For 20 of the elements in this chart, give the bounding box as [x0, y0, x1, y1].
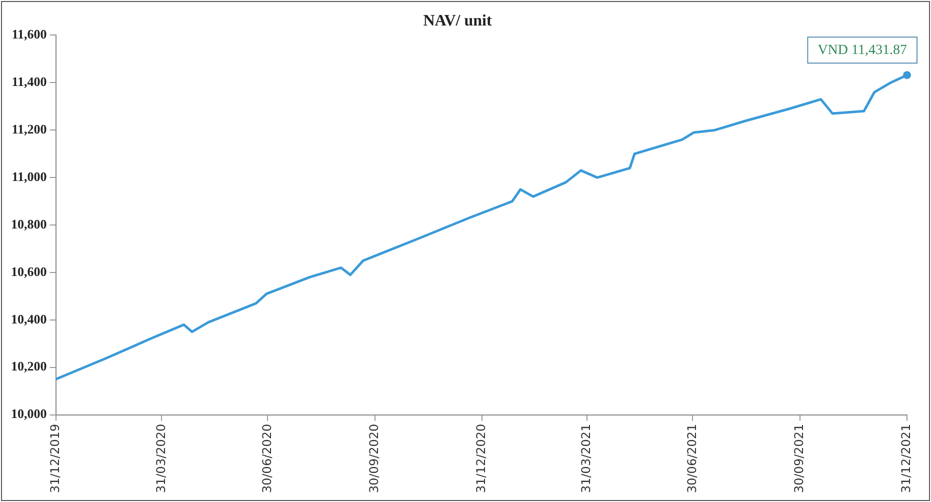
x-tick-label: 31/03/2020 — [154, 424, 168, 494]
x-tick-label: 31/12/2021 — [899, 424, 914, 494]
y-tick-label: 11,600 — [12, 26, 47, 42]
x-tick-label: 30/06/2021 — [684, 424, 699, 494]
annotation: VND 11,431.87 — [818, 42, 907, 58]
y-tick-label: 11,200 — [12, 121, 47, 136]
y-tick-label: 10,600 — [11, 264, 47, 279]
x-tick-label: 30/09/2020 — [366, 424, 381, 494]
x-tick-label: 31/12/2019 — [48, 424, 62, 494]
x-tick-label: 30/09/2021 — [792, 424, 806, 494]
y-tick-label: 10,200 — [11, 358, 47, 374]
y-tick-label: 10,000 — [11, 406, 47, 422]
x-tick-label: 31/03/2021 — [578, 424, 593, 494]
y-tick-label: 10,400 — [11, 311, 47, 326]
y-tick-label: 10,800 — [11, 216, 47, 232]
y-tick-label: 11,000 — [12, 168, 47, 184]
chart-title: NAV/ unit — [423, 12, 492, 30]
x-tick-label: 30/06/2020 — [260, 424, 274, 494]
y-tick-label: 11,400 — [12, 74, 47, 90]
x-tick-label: 31/12/2020 — [474, 424, 488, 494]
